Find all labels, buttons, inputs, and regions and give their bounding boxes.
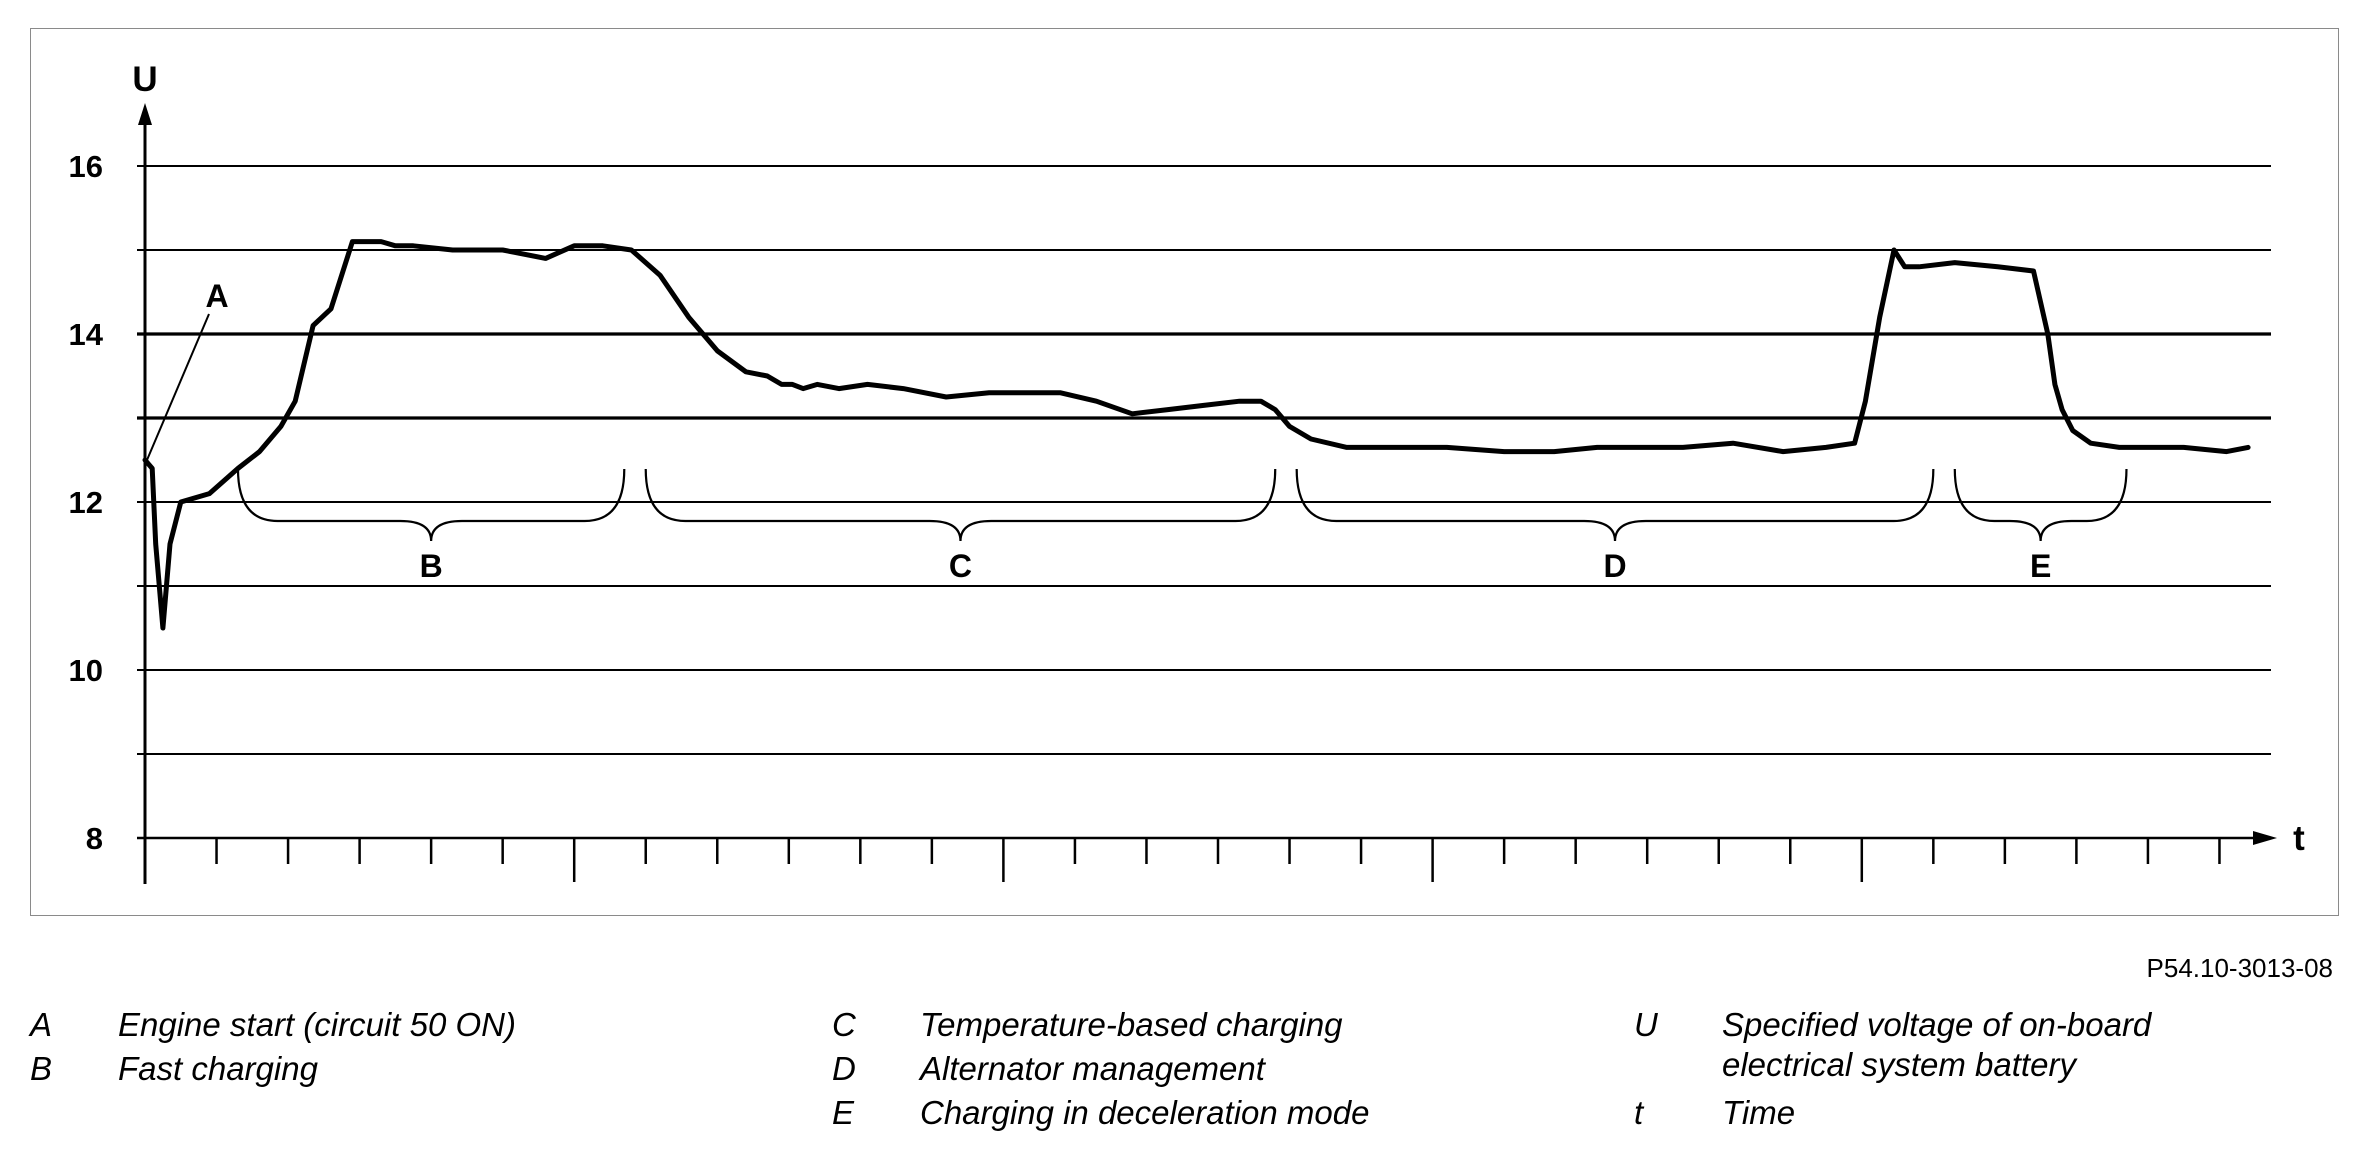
legend-text: Engine start (circuit 50 ON) xyxy=(118,1006,516,1043)
y-tick-label: 16 xyxy=(69,149,103,184)
brace-label-b: B xyxy=(420,548,443,584)
voltage-chart: 16 14 12 10 8 Ut A B C D E xyxy=(69,60,2306,884)
brace-label-d: D xyxy=(1603,548,1626,584)
x-axis-arrow xyxy=(2253,831,2277,845)
annotation-a-leader xyxy=(146,313,210,461)
legend-text: Alternator management xyxy=(920,1050,1265,1087)
brace-c xyxy=(644,468,1277,542)
y-axis-arrow xyxy=(138,103,152,125)
legend-text: Temperature-based charging xyxy=(920,1006,1343,1043)
figure-id: P54.10-3013-08 xyxy=(2146,953,2333,983)
axes xyxy=(137,103,2277,884)
legend-text: Charging in deceleration mode xyxy=(920,1094,1370,1131)
legend-text: Time xyxy=(1722,1094,1796,1131)
legend-text: Fast charging xyxy=(118,1050,318,1087)
y-tick-label: 12 xyxy=(69,485,103,520)
x-axis-label: t xyxy=(2293,819,2305,858)
legend-key: D xyxy=(832,1050,856,1087)
voltage-line-layer xyxy=(142,239,2251,631)
brace-label-c: C xyxy=(949,548,972,584)
legend-text: Specified voltage of on-board electrical… xyxy=(1722,1006,2152,1083)
brace-b xyxy=(236,468,626,542)
legend-key: B xyxy=(30,1050,53,1087)
grid-lines xyxy=(137,165,2271,755)
brace-d xyxy=(1295,468,1935,542)
voltage-curve xyxy=(142,239,2251,631)
legend-key: C xyxy=(832,1006,856,1043)
legend-key: t xyxy=(1634,1094,1644,1131)
brace-e xyxy=(1953,468,2128,542)
tick-labels: 16 14 12 10 8 Ut xyxy=(69,60,2306,858)
phase-braces: A B C D E xyxy=(146,278,2128,584)
y-tick-label: 10 xyxy=(69,653,103,688)
y-axis-label: U xyxy=(132,60,157,99)
legend-key: U xyxy=(1634,1006,1658,1043)
annotation-a-label: A xyxy=(205,278,228,314)
brace-label-e: E xyxy=(2030,548,2051,584)
legend-key: E xyxy=(832,1094,855,1131)
y-tick-label: 14 xyxy=(69,317,104,352)
legend-key: A xyxy=(30,1006,53,1043)
y-tick-label: 8 xyxy=(86,821,103,856)
